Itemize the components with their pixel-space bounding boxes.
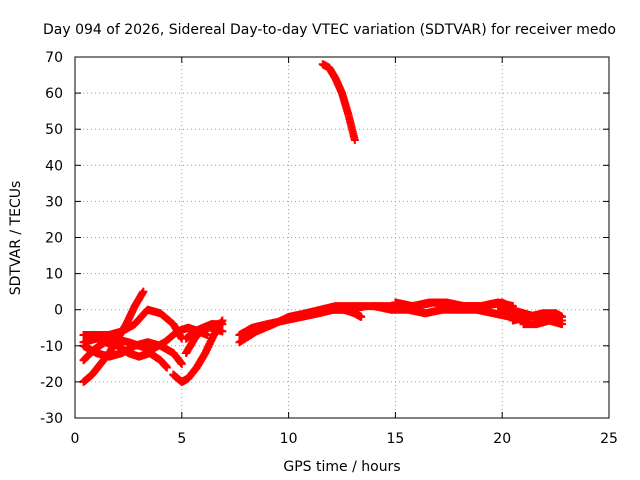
y-axis-label: SDTVAR / TECUs <box>8 181 24 296</box>
point-trail <box>520 316 565 329</box>
point-trail <box>80 338 171 371</box>
chart-title: Day 094 of 2026, Sidereal Day-to-day VTE… <box>43 22 616 38</box>
point-trail <box>319 60 359 142</box>
grid-lines <box>75 57 609 418</box>
y-tick-label: -10 <box>40 339 63 355</box>
data-points <box>79 60 567 386</box>
x-tick-label: 25 <box>600 431 618 447</box>
axis-ticks: 0 5 10 15 20 25 -30 -20 -10 0 10 20 30 40 50 60 70 <box>40 50 618 447</box>
x-tick-label: 0 <box>71 431 80 447</box>
y-tick-label: 70 <box>45 50 63 66</box>
point-trail <box>510 309 566 325</box>
x-tick-label: 10 <box>280 431 298 447</box>
point-trail <box>182 323 226 342</box>
series-track-11 <box>318 60 359 145</box>
y-tick-label: -20 <box>40 375 63 391</box>
series-track-5 <box>79 323 212 354</box>
y-tick-label: 0 <box>54 303 63 319</box>
y-tick-label: 30 <box>45 194 63 210</box>
y-tick-label: 40 <box>45 158 63 174</box>
series-track-8 <box>182 323 227 343</box>
x-tick-label: 20 <box>493 431 511 447</box>
y-tick-label: 10 <box>45 267 63 283</box>
series-track-1 <box>79 287 148 386</box>
series-track-17 <box>519 316 567 329</box>
x-tick-label: 15 <box>386 431 404 447</box>
y-tick-label: 60 <box>45 86 63 102</box>
y-tick-label: 20 <box>45 231 63 247</box>
series-track-16 <box>508 309 567 325</box>
y-tick-label: 50 <box>45 122 63 138</box>
x-axis-label: GPS time / hours <box>283 459 400 475</box>
x-tick-label: 5 <box>177 431 186 447</box>
y-tick-label: -30 <box>40 411 63 427</box>
